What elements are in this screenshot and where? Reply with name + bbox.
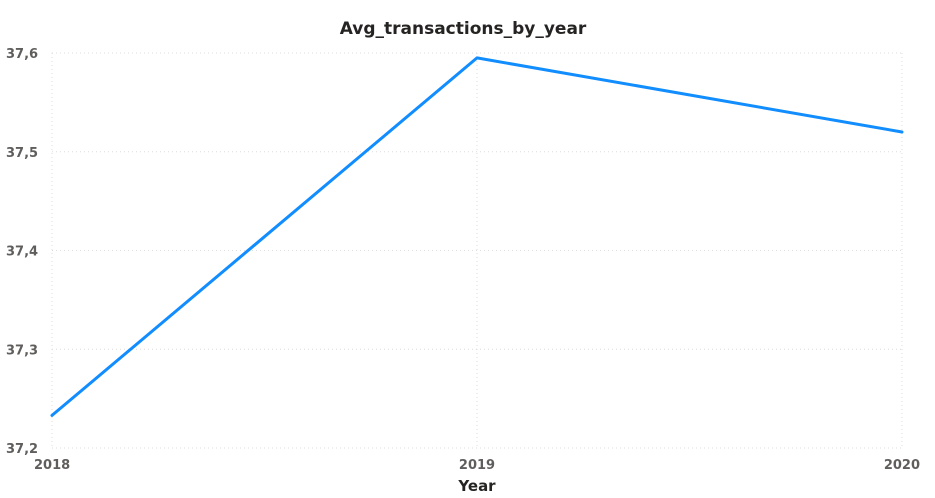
x-tick-label: 2019 [459, 458, 495, 473]
y-tick-label: 37,3 [6, 343, 38, 358]
chart-title: Avg_transactions_by_year [340, 19, 587, 39]
x-axis-title: Year [457, 477, 496, 495]
y-axis-ticks: 37,2 37,3 37,4 37,5 37,6 [6, 47, 38, 457]
y-tick-label: 37,4 [6, 245, 38, 260]
series-layer [50, 56, 904, 417]
y-tick-label: 37,6 [6, 47, 38, 62]
y-tick-label: 37,2 [6, 442, 38, 457]
x-tick-label: 2018 [34, 458, 70, 473]
x-tick-label: 2020 [884, 458, 920, 473]
y-tick-label: 37,5 [6, 146, 38, 161]
series-line [50, 56, 904, 417]
x-axis-ticks: 2018 2019 2020 [34, 458, 920, 473]
gridlines [51, 52, 903, 449]
